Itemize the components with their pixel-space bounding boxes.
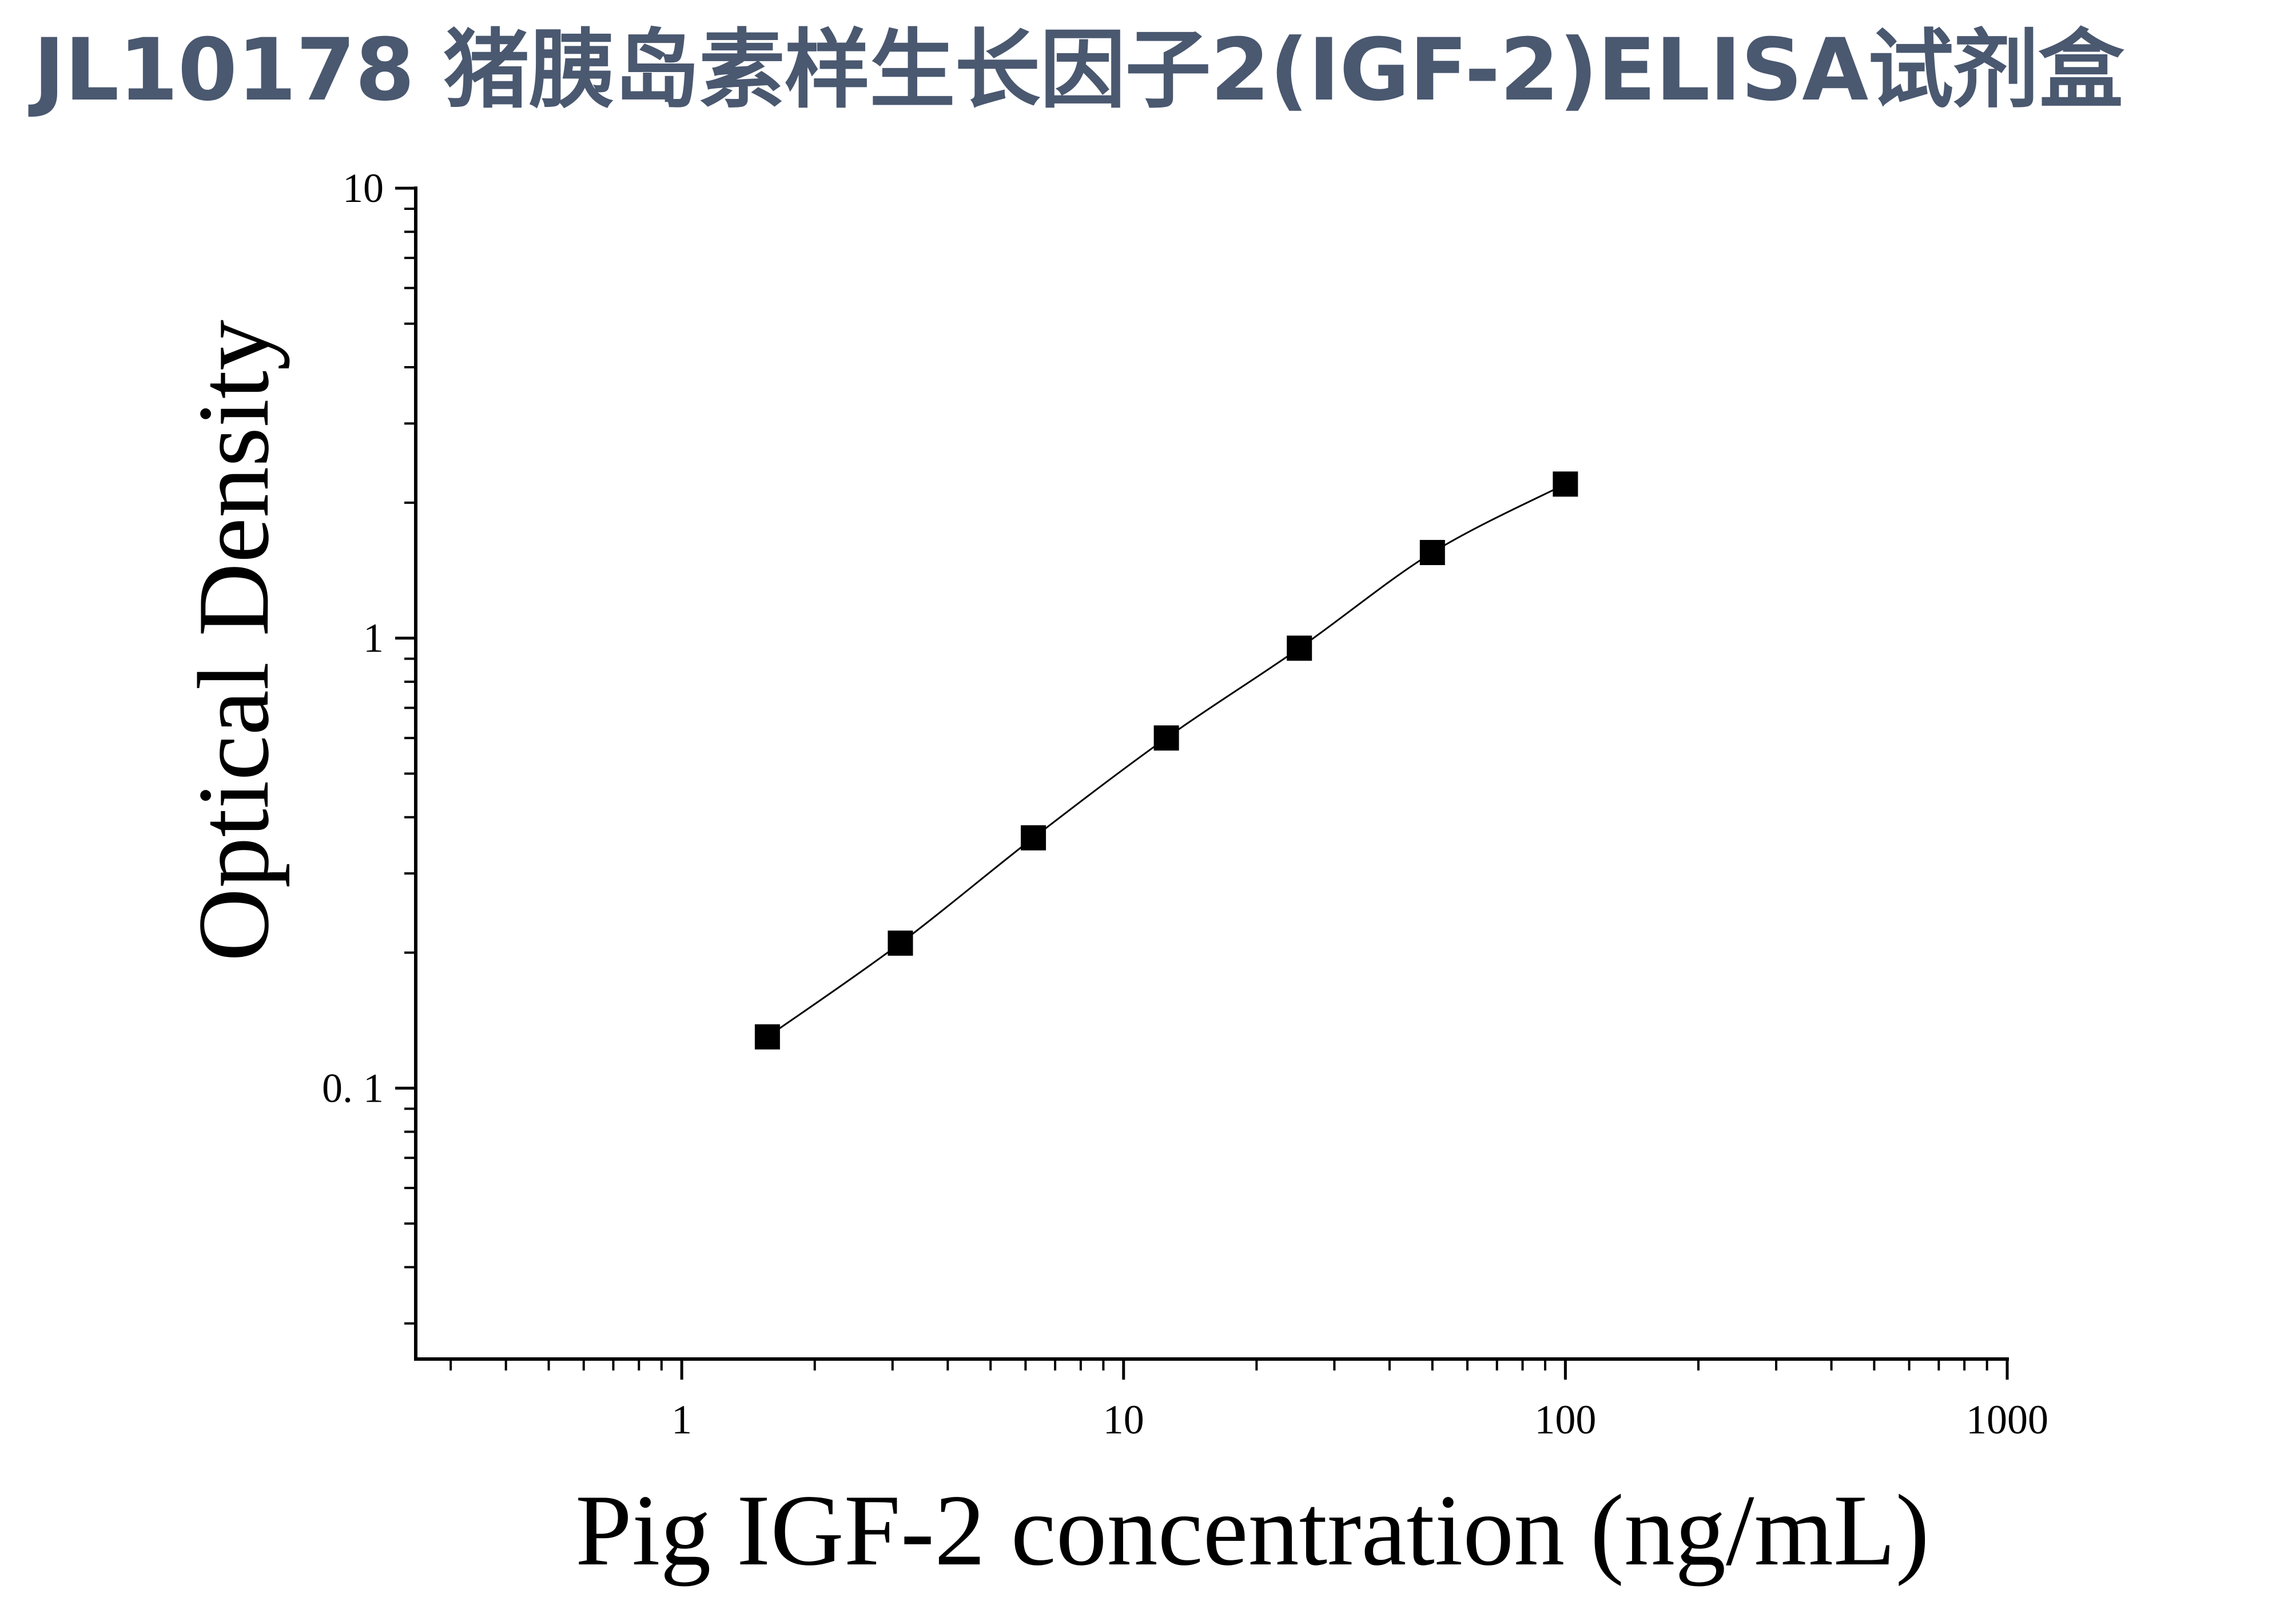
fit-curve — [767, 483, 1566, 1038]
data-points — [754, 471, 1578, 1050]
y-tick-label: 1 — [363, 615, 384, 661]
x-tick-label: 100 — [1534, 1397, 1596, 1443]
data-point-marker — [888, 930, 913, 956]
page-title: JL10178 猪胰岛素样生长因子2(IGF-2)ELISA试剂盒 — [33, 21, 2124, 120]
y-axis-title: Optical Density — [177, 320, 290, 962]
data-point-marker — [1021, 825, 1046, 851]
x-tick-label: 1 — [671, 1397, 692, 1443]
axes: 1 10 100 1000 0. 1 1 10 — [322, 165, 2048, 1443]
data-point-marker — [1419, 539, 1445, 565]
x-tick-label: 1000 — [1966, 1397, 2048, 1443]
data-point-marker — [754, 1024, 780, 1050]
x-tick-label: 10 — [1103, 1397, 1144, 1443]
x-axis-title: Pig IGF-2 concentration (ng/mL) — [575, 1473, 1929, 1587]
fit-curve-layer — [767, 483, 1566, 1038]
y-tick-label: 10 — [343, 165, 384, 211]
data-point-marker — [1153, 725, 1179, 751]
data-point-marker — [1287, 635, 1312, 661]
data-point-marker — [1553, 471, 1578, 497]
y-tick-label: 0. 1 — [322, 1065, 384, 1111]
